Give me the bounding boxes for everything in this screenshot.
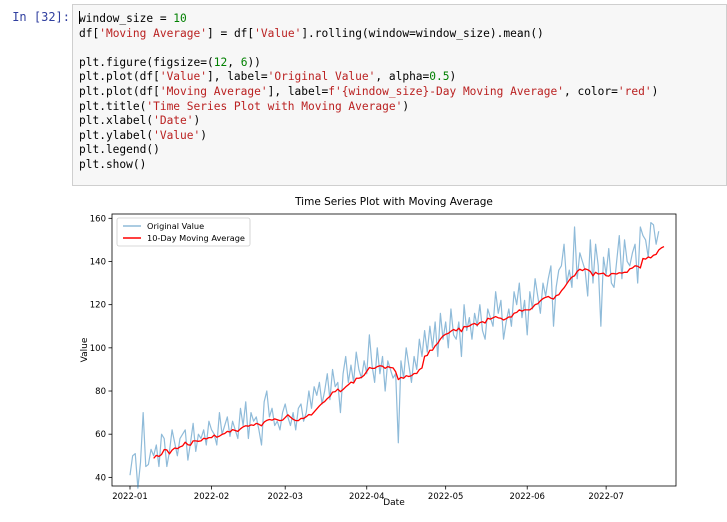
- y-tick-label: 140: [90, 257, 106, 267]
- code-editor[interactable]: window_size = 10 df['Moving Average'] = …: [79, 11, 658, 173]
- code-line-5: plt.plot(df['Value'], label='Original Va…: [79, 70, 457, 84]
- y-axis-label: Value: [80, 337, 90, 362]
- input-prompt: In [32]:: [12, 10, 70, 24]
- legend-label-2: 10-Day Moving Average: [147, 233, 245, 243]
- legend-label-1: Original Value: [147, 221, 204, 231]
- y-tick-label: 60: [95, 430, 106, 440]
- code-line-4: plt.figure(figsize=(12, 6)): [79, 55, 261, 69]
- code-line-6: plt.plot(df['Moving Average'], label=f'{…: [79, 84, 659, 98]
- y-tick-label: 120: [90, 301, 106, 311]
- y-tick-label: 160: [90, 214, 106, 224]
- y-tick-label: 40: [95, 473, 106, 483]
- y-tick-label: 100: [90, 344, 106, 354]
- legend: Original Value 10-Day Moving Average: [116, 217, 251, 247]
- x-tick-label: 2022-07: [588, 492, 624, 502]
- text-cursor: [79, 11, 80, 24]
- series-line-2: [153, 246, 665, 459]
- code-line-7: plt.title('Time Series Plot with Moving …: [79, 99, 410, 113]
- series-lines: [129, 222, 665, 489]
- code-line-11: plt.show(): [79, 157, 147, 171]
- x-axis-label: Date: [383, 498, 405, 508]
- x-tick-label: 2022-05: [428, 492, 464, 502]
- output-figure: Time Series Plot with Moving Average 40 6…: [72, 190, 722, 512]
- code-cell[interactable]: window_size = 10 df['Moving Average'] = …: [72, 4, 727, 186]
- time-series-chart: Time Series Plot with Moving Average 40 6…: [80, 196, 677, 508]
- legend-box: [116, 217, 251, 247]
- x-tick-label: 2022-01: [112, 492, 148, 502]
- x-tick-label: 2022-02: [194, 492, 230, 502]
- code-line-2: df['Moving Average'] = df['Value'].rolli…: [79, 26, 544, 40]
- code-line-10: plt.legend(): [79, 143, 160, 157]
- x-axis: 2022-01 2022-02 2022-03 2022-04 2022-05 2022-…: [112, 486, 624, 502]
- x-tick-label: 2022-03: [267, 492, 303, 502]
- series-line-1: [129, 222, 660, 489]
- chart-title: Time Series Plot with Moving Average: [294, 196, 493, 208]
- plot-area: [111, 213, 677, 487]
- y-tick-label: 80: [95, 387, 106, 397]
- x-tick-label: 2022-04: [349, 492, 385, 502]
- x-tick-label: 2022-06: [509, 492, 545, 502]
- code-line-1: window_size = 10: [79, 12, 187, 25]
- code-line-8: plt.xlabel('Date'): [79, 114, 201, 128]
- code-line-9: plt.ylabel('Value'): [79, 128, 207, 142]
- y-axis: 40 60 80 100 120 140 160: [90, 214, 112, 483]
